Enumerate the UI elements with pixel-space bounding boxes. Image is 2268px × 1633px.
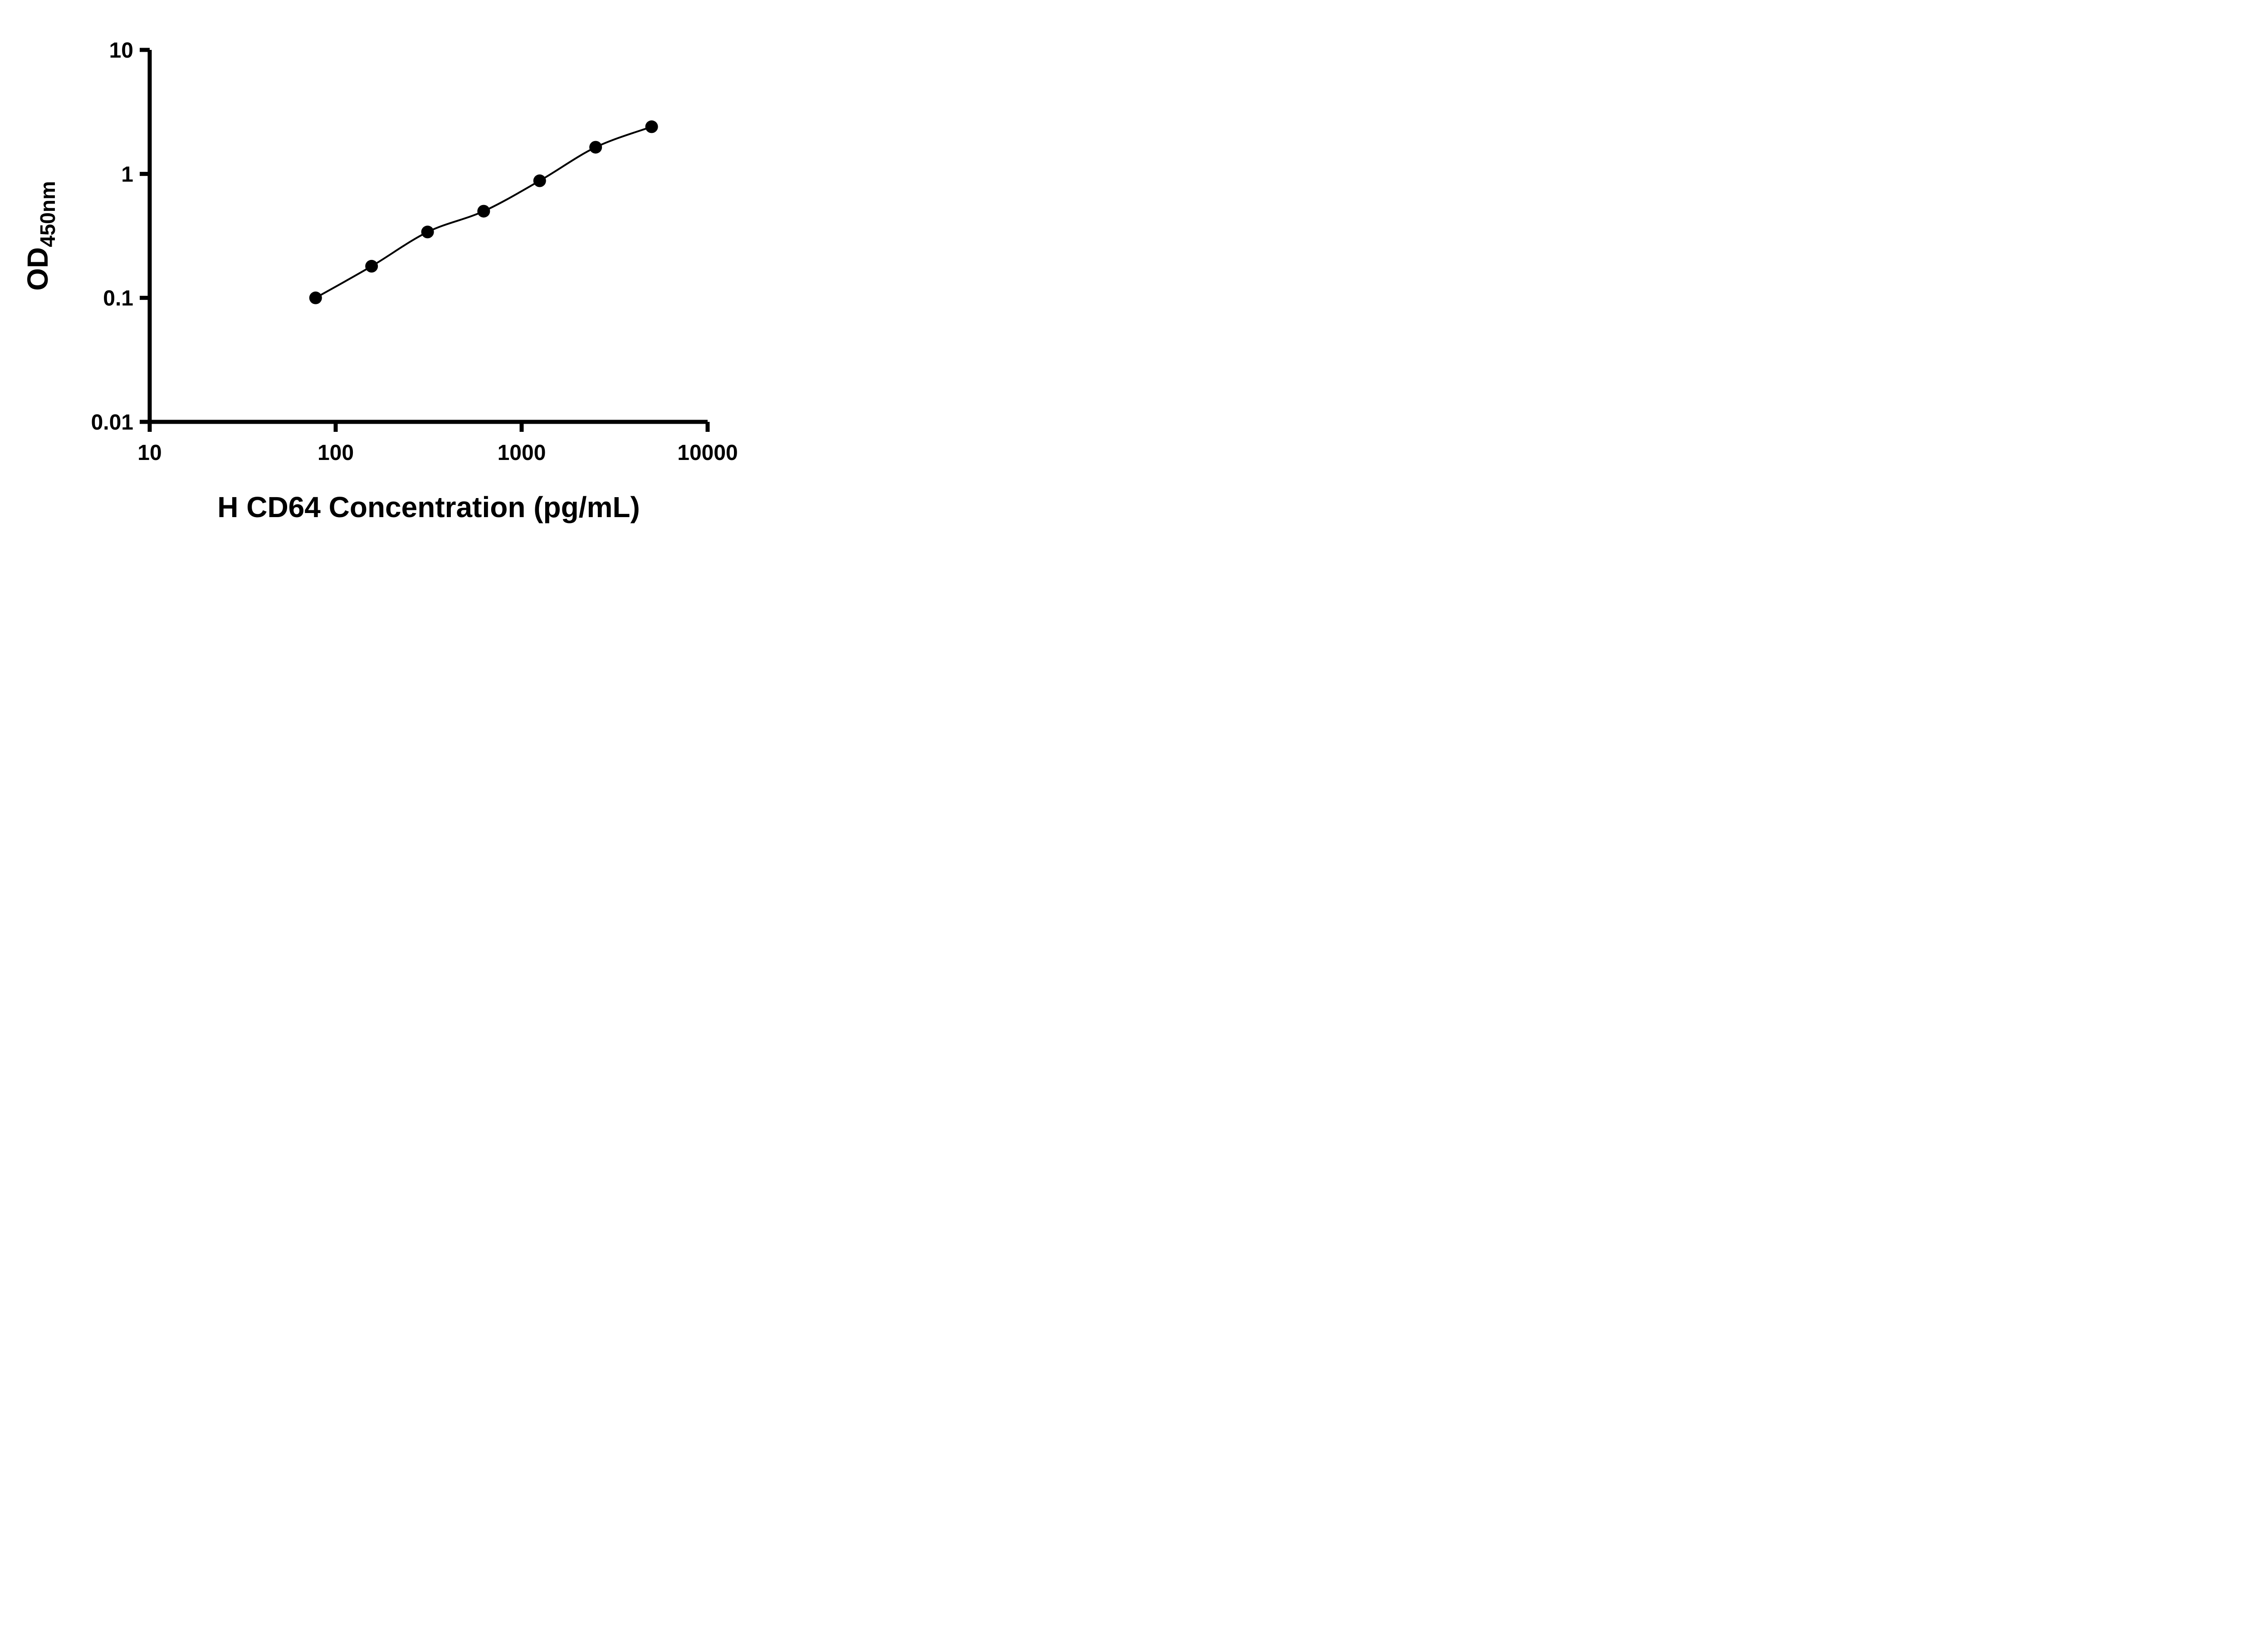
x-tick-label: 100 xyxy=(318,441,354,465)
axis-ticks xyxy=(140,48,710,432)
y-axis-title-subscript: 450nm xyxy=(36,181,59,247)
data-point-marker xyxy=(477,205,490,218)
x-axis-title: H CD64 Concentration (pg/mL) xyxy=(217,491,640,523)
data-point-marker xyxy=(533,174,546,187)
x-tick-label: 1000 xyxy=(498,441,546,465)
data-point-marker xyxy=(589,141,602,154)
y-axis-title: OD450nm xyxy=(21,181,59,291)
standard-curve-chart: 10 100 1000 10000 0.01 0.1 1 10 H CD64 Concentr… xyxy=(21,39,738,523)
x-tick-label: 10000 xyxy=(677,441,738,465)
data-series xyxy=(309,120,658,304)
y-tick-label: 10 xyxy=(109,39,133,63)
data-point-marker xyxy=(645,120,658,133)
y-tick-label: 0.01 xyxy=(91,411,133,435)
axis-tick-labels: 10 100 1000 10000 0.01 0.1 1 10 xyxy=(91,39,738,465)
y-axis-title-main: OD xyxy=(21,247,54,291)
data-point-marker xyxy=(309,291,322,304)
y-tick-label: 0.1 xyxy=(103,287,133,311)
data-point-marker xyxy=(421,225,434,239)
standard-curve-figure: 10 100 1000 10000 0.01 0.1 1 10 H CD64 Concentr… xyxy=(0,0,777,544)
x-tick-label: 10 xyxy=(137,441,161,465)
y-tick-label: 1 xyxy=(121,162,133,186)
data-point-marker xyxy=(365,259,378,273)
